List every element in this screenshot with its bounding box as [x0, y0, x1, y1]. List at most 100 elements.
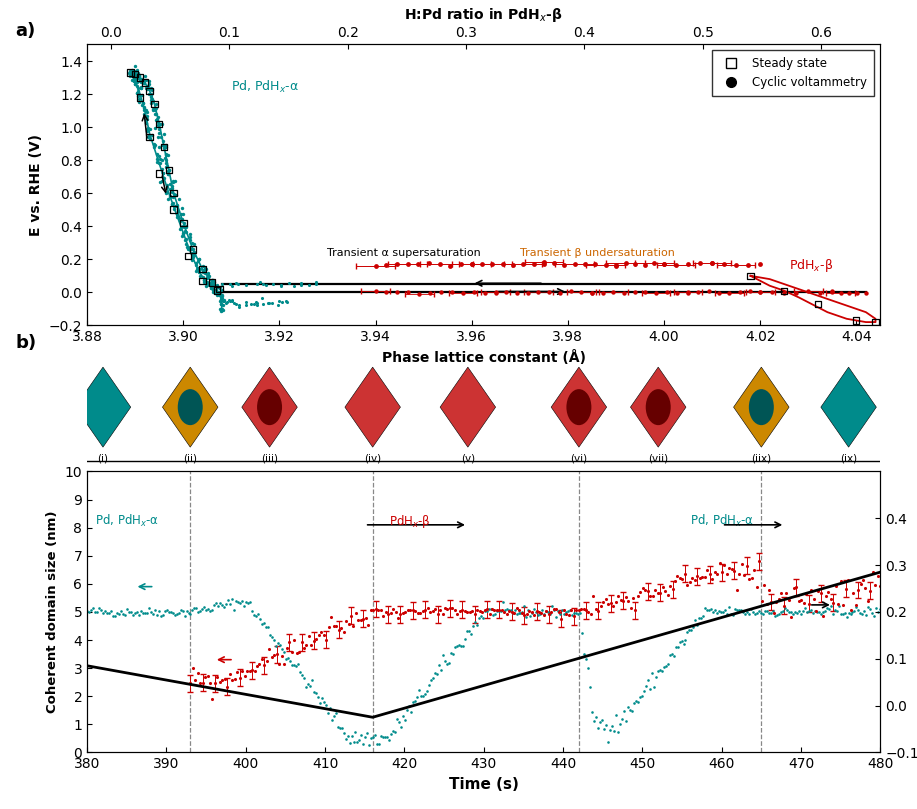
- Point: [633, 585, 647, 598]
- Point: [544, 606, 558, 619]
- Point: [247, 608, 261, 621]
- Point: [490, 604, 504, 617]
- Point: [209, 278, 224, 291]
- Point: [191, 667, 205, 680]
- Point: [425, 671, 440, 684]
- Point: [868, 579, 883, 592]
- Point: [464, 258, 479, 271]
- Point: [485, 609, 500, 622]
- Point: [695, 570, 710, 583]
- Point: [499, 603, 514, 616]
- Point: [195, 259, 210, 272]
- Point: [312, 629, 326, 642]
- Point: [347, 735, 361, 748]
- Point: [557, 608, 571, 621]
- Point: [185, 248, 200, 261]
- Point: [161, 164, 176, 177]
- Point: [867, 610, 881, 623]
- Text: PdH$_x$-β: PdH$_x$-β: [789, 257, 833, 274]
- Point: [129, 70, 144, 83]
- Point: [280, 296, 294, 309]
- Point: [131, 69, 146, 82]
- Point: [214, 298, 228, 311]
- Point: [164, 180, 179, 193]
- Point: [636, 685, 651, 698]
- Point: [547, 257, 561, 270]
- Point: [130, 84, 145, 97]
- Point: [724, 562, 739, 575]
- Point: [185, 252, 200, 265]
- Point: [329, 620, 344, 633]
- Point: [141, 122, 156, 135]
- Point: [243, 595, 258, 608]
- Point: [102, 607, 116, 620]
- Point: [418, 687, 433, 700]
- Point: [164, 198, 179, 211]
- Point: [603, 597, 618, 610]
- Point: [133, 88, 148, 101]
- Point: [142, 84, 157, 97]
- Point: [439, 658, 454, 671]
- Point: [126, 608, 140, 621]
- Point: [289, 646, 304, 659]
- Point: [487, 604, 502, 616]
- Point: [136, 607, 150, 620]
- Point: [606, 725, 621, 738]
- Point: [707, 566, 722, 579]
- Point: [567, 610, 581, 623]
- Point: [202, 278, 216, 291]
- Point: [249, 610, 263, 623]
- Point: [134, 81, 149, 94]
- Point: [480, 603, 494, 616]
- Point: [616, 705, 631, 718]
- Point: [318, 698, 333, 711]
- Point: [379, 259, 393, 272]
- Point: [195, 263, 210, 276]
- Point: [146, 104, 160, 116]
- Point: [133, 74, 148, 87]
- Point: [809, 604, 823, 617]
- Point: [206, 280, 221, 293]
- Point: [98, 604, 113, 617]
- Point: [823, 600, 838, 613]
- Point: [841, 574, 856, 587]
- Point: [226, 296, 241, 309]
- Point: [670, 641, 685, 654]
- Point: [462, 605, 477, 618]
- Point: [609, 259, 624, 272]
- Point: [361, 618, 376, 631]
- Point: [525, 607, 540, 620]
- Point: [175, 202, 190, 215]
- Point: [133, 72, 148, 85]
- Point: [660, 588, 675, 601]
- Point: [551, 605, 566, 618]
- Point: [298, 681, 313, 694]
- Point: [539, 604, 554, 617]
- Point: [787, 582, 801, 595]
- Point: [749, 581, 764, 594]
- Point: [129, 79, 144, 92]
- Point: [136, 96, 150, 109]
- Point: [215, 673, 230, 686]
- Point: [185, 604, 200, 616]
- Point: [554, 612, 569, 625]
- Point: [274, 649, 289, 662]
- Point: [690, 570, 704, 582]
- Point: [315, 692, 329, 705]
- Point: [213, 303, 227, 316]
- Point: [702, 285, 716, 298]
- Point: [764, 607, 779, 620]
- Point: [267, 633, 282, 646]
- Point: [660, 657, 675, 670]
- Point: [702, 604, 717, 616]
- Point: [226, 604, 241, 616]
- Point: [500, 607, 514, 620]
- Point: [149, 107, 163, 120]
- Point: [83, 604, 98, 617]
- Point: [732, 604, 746, 616]
- Point: [680, 626, 695, 639]
- Point: [834, 574, 848, 587]
- Point: [783, 605, 798, 618]
- Point: [159, 161, 173, 174]
- Point: [599, 592, 613, 605]
